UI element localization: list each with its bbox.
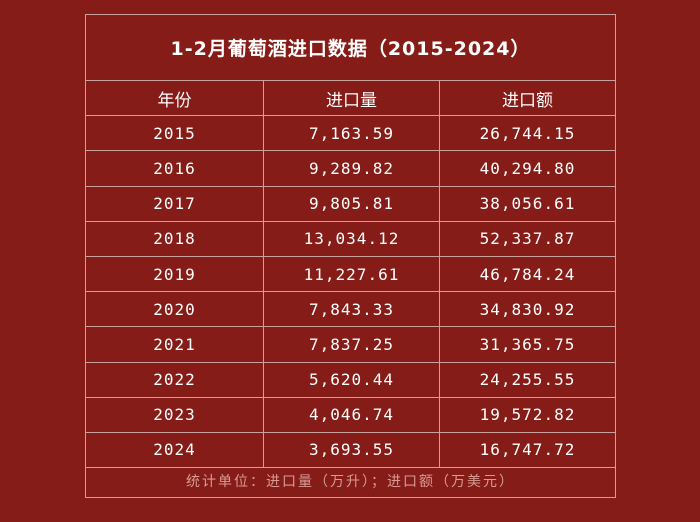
volume-cell: 5,620.44 [264, 362, 440, 398]
column-header-value: 进口额 [440, 81, 615, 117]
column-header-year: 年份 [86, 81, 264, 117]
volume-cell: 7,163.59 [264, 116, 440, 152]
value-cell: 31,365.75 [440, 327, 615, 363]
volume-cell: 9,805.81 [264, 186, 440, 222]
value-cell: 24,255.55 [440, 363, 615, 398]
value-cell: 40,294.80 [440, 151, 615, 187]
year-cell: 2020 [86, 292, 264, 328]
value-cell: 16,747.72 [440, 433, 615, 469]
volume-cell: 3,693.55 [264, 432, 440, 469]
year-cell: 2022 [86, 362, 264, 398]
year-cell: 2023 [86, 397, 264, 433]
volume-cell: 7,843.33 [264, 292, 440, 328]
year-cell: 2016 [86, 151, 264, 187]
table-title: 1-2月葡萄酒进口数据（2015-2024） [86, 15, 615, 81]
year-cell: 2018 [86, 221, 264, 257]
year-cell: 2021 [86, 327, 264, 363]
value-cell: 26,744.15 [440, 116, 615, 152]
volume-cell: 13,034.12 [264, 221, 440, 257]
year-cell: 2019 [86, 256, 264, 293]
year-cell: 2024 [86, 432, 264, 469]
value-cell: 34,830.92 [440, 292, 615, 328]
volume-cell: 4,046.74 [264, 397, 440, 433]
volume-cell: 11,227.61 [264, 256, 440, 293]
year-cell: 2017 [86, 186, 264, 222]
volume-cell: 9,289.82 [264, 151, 440, 187]
table-footnote: 统计单位：进口量（万升）；进口额（万美元） [186, 473, 515, 490]
data-table: 年份 进口量 进口额 2015 7,163.59 26,744.15 2016 9,28… [86, 81, 615, 469]
table-frame: 1-2月葡萄酒进口数据（2015-2024） 年份 进口量 进口额 2015 7,… [85, 14, 616, 498]
year-cell: 2015 [86, 116, 264, 152]
value-cell: 19,572.82 [440, 398, 615, 433]
volume-cell: 7,837.25 [264, 327, 440, 363]
value-cell: 46,784.24 [440, 257, 615, 293]
value-cell: 38,056.61 [440, 187, 615, 222]
column-header-volume: 进口量 [264, 81, 440, 117]
value-cell: 52,337.87 [440, 222, 615, 257]
